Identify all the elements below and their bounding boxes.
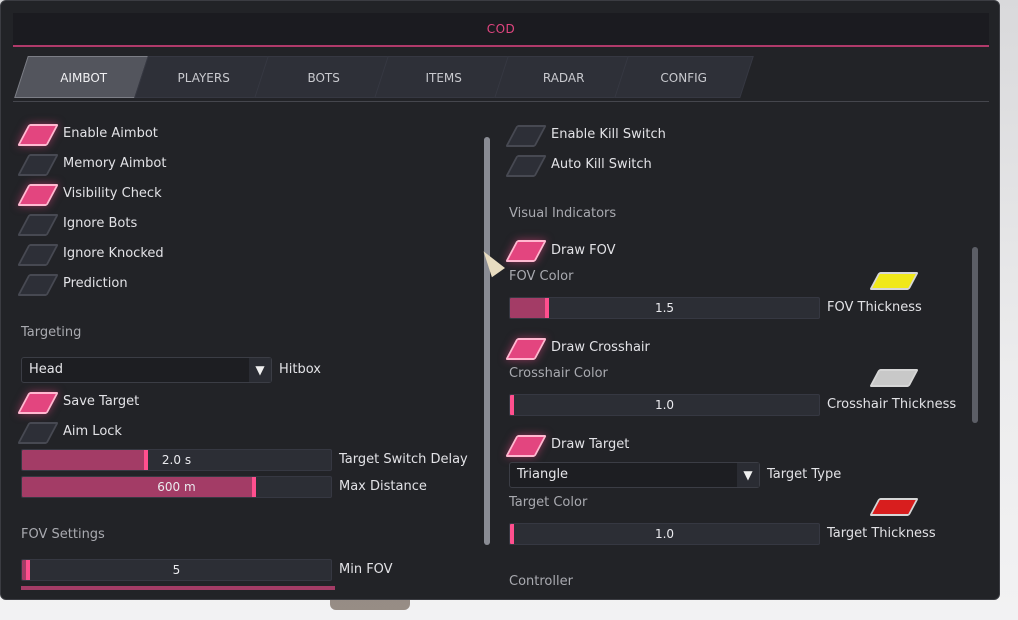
enable-aimbot-label: Enable Aimbot bbox=[63, 126, 158, 141]
slider-value: 2.0 s bbox=[161, 453, 192, 467]
prediction-label: Prediction bbox=[63, 276, 128, 291]
slider-knob[interactable] bbox=[545, 298, 549, 318]
target-color-swatch[interactable] bbox=[869, 498, 919, 516]
hitbox-value: Head bbox=[29, 362, 63, 377]
next-slider-partial bbox=[21, 586, 335, 590]
crosshair-thickness-slider[interactable]: 1.0 bbox=[509, 394, 820, 416]
dropdown-arrow-icon[interactable]: ▼ bbox=[249, 358, 271, 382]
target-thickness-slider[interactable]: 1.0 bbox=[509, 523, 820, 545]
slider-knob[interactable] bbox=[144, 450, 148, 470]
target-type-select[interactable]: Triangle ▼ bbox=[509, 462, 760, 488]
targeting-heading: Targeting bbox=[21, 325, 82, 340]
tab-aimbot[interactable]: AIMBOT bbox=[14, 56, 154, 98]
prediction-checkbox[interactable] bbox=[17, 274, 59, 296]
target-type-value: Triangle bbox=[517, 467, 569, 482]
draw-fov-checkbox[interactable] bbox=[505, 240, 547, 262]
tab-divider bbox=[13, 101, 989, 102]
tab-items-label: ITEMS bbox=[425, 71, 462, 85]
enable-aimbot-checkbox[interactable] bbox=[17, 124, 59, 146]
ignore-knocked-checkbox[interactable] bbox=[17, 244, 59, 266]
draw-target-label: Draw Target bbox=[551, 437, 630, 452]
left-scrollbar-thumb[interactable] bbox=[484, 137, 490, 545]
aim-lock-label: Aim Lock bbox=[63, 424, 122, 439]
max-distance-slider[interactable]: 600 m bbox=[21, 476, 332, 498]
fov-settings-heading: FOV Settings bbox=[21, 527, 105, 542]
target-switch-delay-slider[interactable]: 2.0 s bbox=[21, 449, 332, 471]
slider-knob[interactable] bbox=[510, 524, 514, 544]
tab-players-label: PLAYERS bbox=[177, 71, 230, 85]
fov-thickness-label: FOV Thickness bbox=[827, 300, 922, 315]
slider-value: 600 m bbox=[157, 480, 196, 494]
slider-fill bbox=[22, 477, 254, 497]
save-target-checkbox[interactable] bbox=[17, 392, 59, 414]
crosshair-thickness-label: Crosshair Thickness bbox=[827, 397, 957, 412]
target-type-label: Target Type bbox=[767, 467, 842, 482]
tab-bots-label: BOTS bbox=[307, 71, 340, 85]
slider-knob[interactable] bbox=[510, 395, 514, 415]
enable-kill-switch-checkbox[interactable] bbox=[505, 125, 547, 147]
visibility-check-label: Visibility Check bbox=[63, 186, 162, 201]
tab-bar: AIMBOT PLAYERS BOTS ITEMS RADAR CONFIG bbox=[13, 56, 989, 100]
target-switch-delay-label: Target Switch Delay bbox=[339, 452, 468, 467]
tab-players[interactable]: PLAYERS bbox=[134, 56, 274, 98]
save-target-label: Save Target bbox=[63, 394, 140, 409]
visual-indicators-heading: Visual Indicators bbox=[509, 206, 617, 221]
slider-value: 1.0 bbox=[654, 398, 675, 412]
tab-aimbot-label: AIMBOT bbox=[60, 71, 108, 85]
slider-knob[interactable] bbox=[26, 560, 30, 580]
menu-window: COD AIMBOT PLAYERS BOTS ITEMS RADAR CONF… bbox=[0, 0, 1000, 600]
tab-items[interactable]: ITEMS bbox=[374, 56, 514, 98]
slider-value: 5 bbox=[172, 563, 181, 577]
auto-kill-switch-label: Auto Kill Switch bbox=[551, 157, 652, 172]
slider-value: 1.5 bbox=[654, 301, 675, 315]
draw-fov-label: Draw FOV bbox=[551, 243, 616, 258]
target-color-label: Target Color bbox=[509, 495, 588, 510]
hitbox-label: Hitbox bbox=[279, 362, 321, 377]
tab-radar-label: RADAR bbox=[542, 71, 585, 85]
target-thickness-label: Target Thickness bbox=[827, 526, 936, 541]
fov-color-label: FOV Color bbox=[509, 269, 574, 284]
title-bar[interactable]: COD bbox=[13, 13, 989, 47]
slider-fill bbox=[22, 450, 146, 470]
auto-kill-switch-checkbox[interactable] bbox=[505, 155, 547, 177]
fov-thickness-slider[interactable]: 1.5 bbox=[509, 297, 820, 319]
aim-lock-checkbox[interactable] bbox=[17, 422, 59, 444]
crosshair-color-swatch[interactable] bbox=[869, 369, 919, 387]
memory-aimbot-label: Memory Aimbot bbox=[63, 156, 167, 171]
ignore-bots-checkbox[interactable] bbox=[17, 214, 59, 236]
enable-kill-switch-label: Enable Kill Switch bbox=[551, 127, 666, 142]
dropdown-arrow-icon[interactable]: ▼ bbox=[737, 463, 759, 487]
draw-crosshair-checkbox[interactable] bbox=[505, 338, 547, 360]
slider-fill bbox=[22, 560, 28, 580]
window-title: COD bbox=[486, 22, 516, 36]
draw-crosshair-label: Draw Crosshair bbox=[551, 340, 650, 355]
tab-config[interactable]: CONFIG bbox=[614, 56, 754, 98]
slider-fill bbox=[510, 298, 547, 318]
hitbox-select[interactable]: Head ▼ bbox=[21, 357, 272, 383]
min-fov-label: Min FOV bbox=[339, 562, 393, 577]
tab-config-label: CONFIG bbox=[660, 71, 707, 85]
slider-knob[interactable] bbox=[252, 477, 256, 497]
controller-heading: Controller bbox=[509, 574, 573, 589]
fov-color-swatch[interactable] bbox=[869, 272, 919, 290]
tab-bots[interactable]: BOTS bbox=[254, 56, 394, 98]
min-fov-slider[interactable]: 5 bbox=[21, 559, 332, 581]
left-scrollbar[interactable] bbox=[484, 137, 490, 545]
right-scrollbar-thumb[interactable] bbox=[972, 247, 978, 423]
slider-value: 1.0 bbox=[654, 527, 675, 541]
crosshair-color-label: Crosshair Color bbox=[509, 366, 608, 381]
tab-radar[interactable]: RADAR bbox=[494, 56, 634, 98]
ignore-bots-label: Ignore Bots bbox=[63, 216, 138, 231]
mouse-cursor-icon bbox=[476, 246, 506, 278]
visibility-check-checkbox[interactable] bbox=[17, 184, 59, 206]
max-distance-label: Max Distance bbox=[339, 479, 427, 494]
right-scrollbar[interactable] bbox=[972, 247, 978, 423]
memory-aimbot-checkbox[interactable] bbox=[17, 154, 59, 176]
draw-target-checkbox[interactable] bbox=[505, 435, 547, 457]
ignore-knocked-label: Ignore Knocked bbox=[63, 246, 164, 261]
